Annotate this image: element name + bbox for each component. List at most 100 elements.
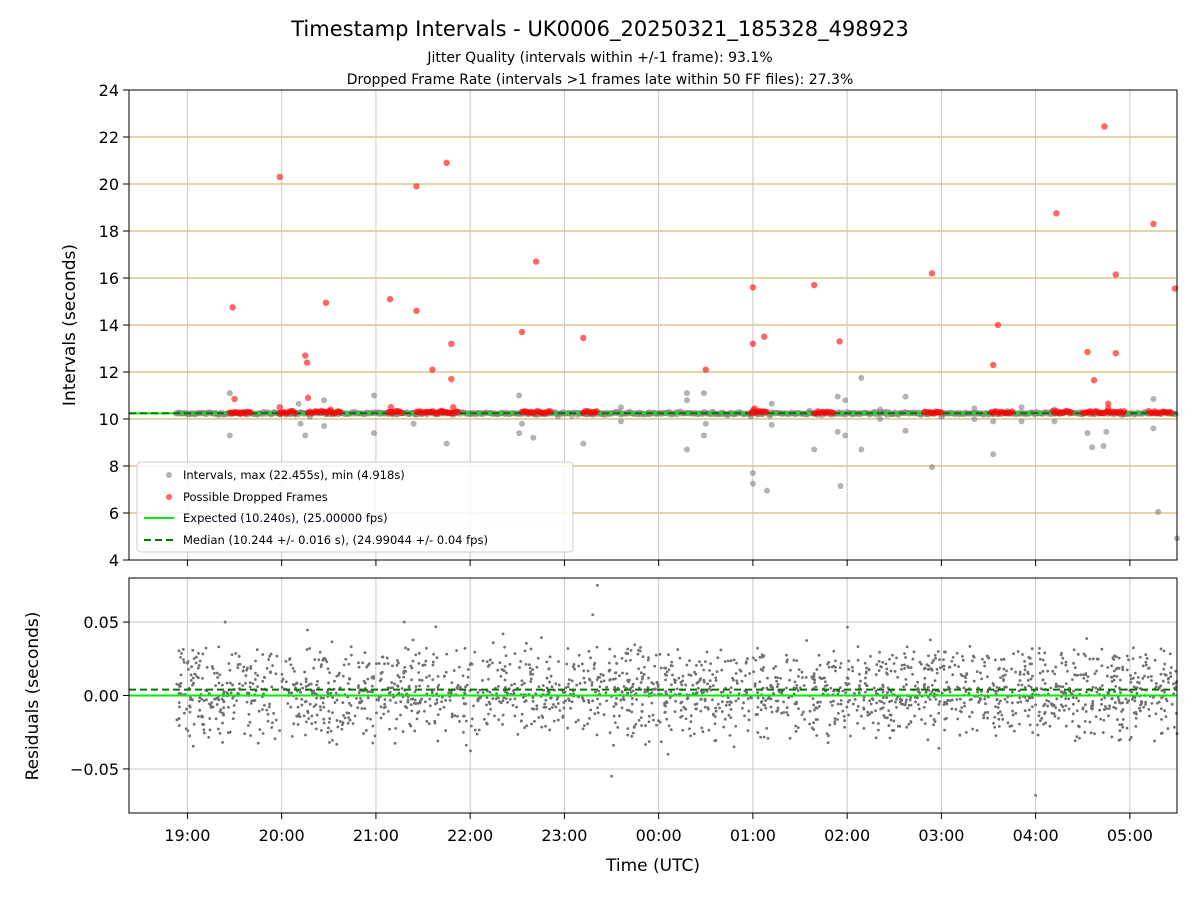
residual-point [1128,738,1132,741]
residual-point [1082,676,1086,680]
residual-point [339,720,342,723]
residual-point [1037,651,1041,655]
residual-point [635,677,639,681]
residual-point [1027,655,1031,659]
residual-point [1071,719,1074,723]
residual-point [552,719,556,723]
residual-point [380,670,384,674]
residual-point [729,708,733,711]
residual-point [751,656,755,660]
residual-point [262,692,265,696]
residual-point [684,717,688,721]
residual-point [498,700,501,703]
residual-point [369,690,372,693]
residual-point [417,671,421,674]
dropped-frame-point [749,340,757,347]
residual-point [845,676,849,680]
residual-point [402,675,405,679]
residual-point [909,696,913,699]
residual-point [769,705,773,709]
residual-point [518,666,521,669]
residual-point [440,700,444,704]
residual-point [299,682,303,686]
residual-point [1049,686,1053,690]
residual-point [582,724,586,728]
residual-point [698,660,701,664]
residual-point [1042,722,1045,726]
residual-point [892,662,896,665]
residual-point [1057,716,1060,720]
residuals-y-tick-label: −0.05 [70,760,119,779]
residual-point [570,700,574,704]
residual-point [208,702,211,706]
interval-point [990,418,997,425]
residual-point [836,711,840,715]
residual-point [378,679,382,683]
residual-point [313,658,317,661]
residual-point [616,726,620,729]
residual-point [1059,653,1063,657]
residual-point [1071,702,1075,706]
residual-point [997,724,1001,728]
residual-point [1100,647,1104,651]
residual-point [371,741,375,745]
residual-point [369,717,372,721]
residual-point [428,674,431,678]
residual-point [1025,699,1029,702]
residual-point [1045,698,1049,702]
residual-point [431,678,435,682]
residual-point [742,701,745,705]
dropped-frame-point [749,284,757,291]
residual-point [856,721,859,725]
residual-point [220,683,224,687]
residual-point [529,647,533,651]
residual-point [948,690,952,694]
intervals-y-tick-label: 20 [99,175,119,194]
residual-point [933,653,937,657]
residual-point [906,706,910,710]
residual-point [515,705,519,709]
residual-point [248,681,252,685]
residual-point [567,678,571,681]
residual-point [231,683,234,687]
residual-point [877,722,880,725]
residual-point [415,717,419,721]
residual-point [258,728,262,732]
residual-point [862,706,866,710]
residual-point [456,714,459,718]
x-tick-label: 04:00 [1013,826,1059,845]
residual-point [900,698,904,702]
residual-point [923,682,927,686]
residual-point [547,690,551,694]
interval-point [700,390,707,397]
residual-point [698,678,702,682]
residual-point [1037,714,1041,718]
residual-point [556,718,560,722]
interval-point [858,374,865,381]
residual-point [633,725,636,728]
residual-point [413,729,417,733]
residual-point [241,669,245,673]
residual-point [1091,706,1094,710]
residual-point [520,683,524,687]
residual-point [676,648,680,651]
residual-point [640,724,644,727]
residual-point [529,677,533,681]
residual-point [265,666,269,670]
residual-point [1135,691,1139,695]
residual-point [962,701,966,705]
residual-point [1003,673,1007,677]
residual-point [588,716,591,720]
residual-point [1005,669,1008,673]
residual-point [1043,710,1047,714]
residual-point [191,744,195,748]
residual-point [255,648,259,652]
residual-point [330,640,334,644]
dropped-frame-point [810,281,818,289]
residual-point [347,662,351,666]
residual-point [847,659,851,663]
residual-point [929,714,933,718]
residual-point [826,741,830,744]
residual-point [811,697,815,700]
residual-point [626,727,630,731]
